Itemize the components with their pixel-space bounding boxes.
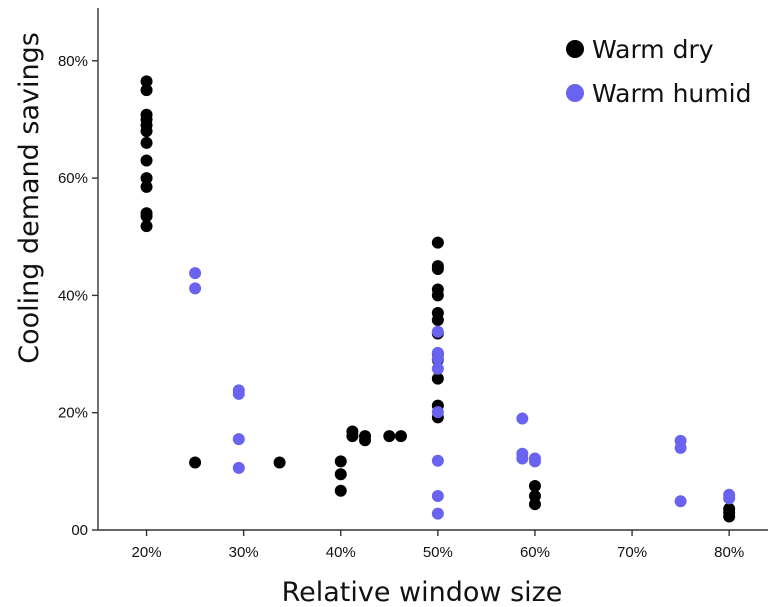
legend-label-warm-humid: Warm humid xyxy=(592,79,751,108)
x-tick-label: 20% xyxy=(132,544,162,561)
point-warm-dry xyxy=(383,430,396,443)
point-warm-dry xyxy=(140,220,153,233)
point-warm-dry xyxy=(140,75,153,88)
point-warm-humid xyxy=(516,412,529,425)
point-warm-humid xyxy=(431,507,444,520)
legend: Warm dry Warm humid xyxy=(566,35,751,108)
point-warm-dry xyxy=(140,84,153,97)
point-warm-humid xyxy=(674,495,687,508)
point-warm-humid xyxy=(674,441,687,454)
point-warm-dry xyxy=(140,172,153,185)
point-warm-dry xyxy=(431,314,444,327)
point-warm-humid xyxy=(516,452,529,465)
point-warm-humid xyxy=(232,387,245,400)
axes xyxy=(97,8,768,531)
point-warm-humid xyxy=(232,461,245,474)
data-points xyxy=(140,75,736,523)
point-warm-humid xyxy=(189,267,202,280)
point-warm-dry xyxy=(528,498,541,511)
x-tick-label: 80% xyxy=(714,544,744,561)
x-tick-label: 60% xyxy=(520,544,550,561)
x-tick-label: 30% xyxy=(229,544,259,561)
point-warm-humid xyxy=(232,433,245,446)
y-axis-title: Cooling demand savings xyxy=(14,32,45,364)
point-warm-dry xyxy=(394,430,407,443)
point-warm-dry xyxy=(346,430,359,443)
point-warm-dry xyxy=(359,434,372,447)
point-warm-humid xyxy=(431,489,444,502)
x-tick-label: 70% xyxy=(617,544,647,561)
x-axis-title: Relative window size xyxy=(282,577,563,607)
point-warm-dry xyxy=(334,484,347,497)
point-warm-humid xyxy=(431,406,444,419)
point-warm-dry xyxy=(431,236,444,249)
y-tick-label: 80% xyxy=(58,53,88,70)
point-warm-dry xyxy=(334,468,347,481)
point-warm-dry xyxy=(334,455,347,468)
point-warm-dry xyxy=(528,480,541,493)
point-warm-dry xyxy=(140,210,153,223)
y-tick-label: 40% xyxy=(58,287,88,304)
y-tick-label: 20% xyxy=(58,405,88,422)
y-tick-label: 60% xyxy=(58,170,88,187)
point-warm-dry xyxy=(431,372,444,385)
point-warm-dry xyxy=(140,136,153,149)
x-tick-label: 40% xyxy=(326,544,356,561)
point-warm-dry xyxy=(140,154,153,167)
legend-label-warm-dry: Warm dry xyxy=(592,35,714,64)
x-ticks: 20% 30% 40% 50% 60% 70% 80% xyxy=(132,530,744,561)
point-warm-dry xyxy=(140,125,153,138)
legend-marker-warm-dry xyxy=(566,40,584,58)
point-warm-dry xyxy=(140,180,153,193)
point-warm-dry xyxy=(189,456,202,469)
point-warm-dry xyxy=(431,263,444,275)
point-warm-humid xyxy=(723,492,736,505)
point-warm-dry xyxy=(723,510,736,523)
x-tick-label: 50% xyxy=(423,544,453,561)
point-warm-humid xyxy=(431,325,444,338)
point-warm-dry xyxy=(431,289,444,302)
point-warm-dry xyxy=(273,456,286,469)
point-warm-humid xyxy=(431,352,444,365)
point-warm-humid xyxy=(189,282,202,295)
y-tick-label: 00 xyxy=(71,522,88,539)
point-warm-humid xyxy=(431,362,444,375)
legend-marker-warm-humid xyxy=(566,84,584,102)
y-ticks: 00 20% 40% 60% 80% xyxy=(58,53,98,539)
point-warm-humid xyxy=(431,454,444,467)
point-warm-humid xyxy=(528,455,541,468)
point-warm-dry xyxy=(528,489,541,502)
